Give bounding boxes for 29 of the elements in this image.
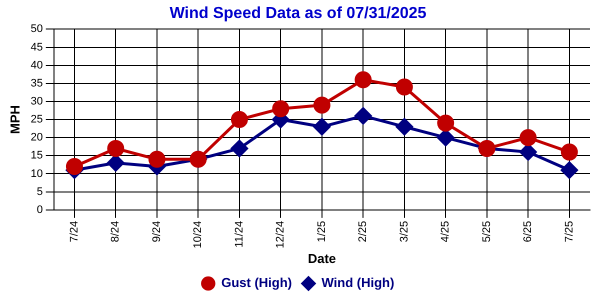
x-tick-label: 3/25: [398, 220, 410, 242]
chart-title: Wind Speed Data as of 07/31/2025: [170, 5, 427, 22]
x-tick-label: 5/25: [480, 220, 493, 242]
x-tick-label: 7/24: [68, 220, 80, 242]
x-tick-label: 9/24: [150, 220, 163, 242]
legend-label: Wind (High): [321, 275, 394, 290]
x-tick-label: 12/24: [274, 220, 287, 248]
y-tick-label: 10: [30, 168, 43, 180]
y-tick-label: 35: [30, 77, 43, 90]
x-axis-title: Date: [308, 250, 336, 266]
x-tick-label: 10/24: [192, 220, 204, 248]
x-tick-label: 6/25: [522, 220, 534, 242]
y-tick-label: 40: [30, 59, 43, 72]
x-tick-label: 11/24: [233, 220, 246, 248]
y-tick-label: 5: [36, 186, 43, 198]
x-tick-label: 4/25: [440, 220, 452, 242]
y-tick-label: 30: [30, 96, 43, 108]
y-tick-label: 0: [36, 204, 43, 216]
y-tick-label: 25: [30, 114, 43, 126]
y-tick-label: 15: [30, 150, 43, 162]
x-tick-label: 7/25: [563, 220, 576, 242]
x-tick-label: 8/24: [110, 220, 122, 242]
y-tick-label: 20: [30, 132, 43, 144]
legend-label: Gust (High): [221, 275, 292, 290]
x-tick-label: 2/25: [357, 220, 370, 242]
y-tick-label: 45: [30, 41, 43, 54]
y-tick-label: 50: [30, 23, 43, 36]
x-tick-label: 1/25: [316, 220, 328, 242]
y-axis-title: MPH: [7, 105, 22, 134]
